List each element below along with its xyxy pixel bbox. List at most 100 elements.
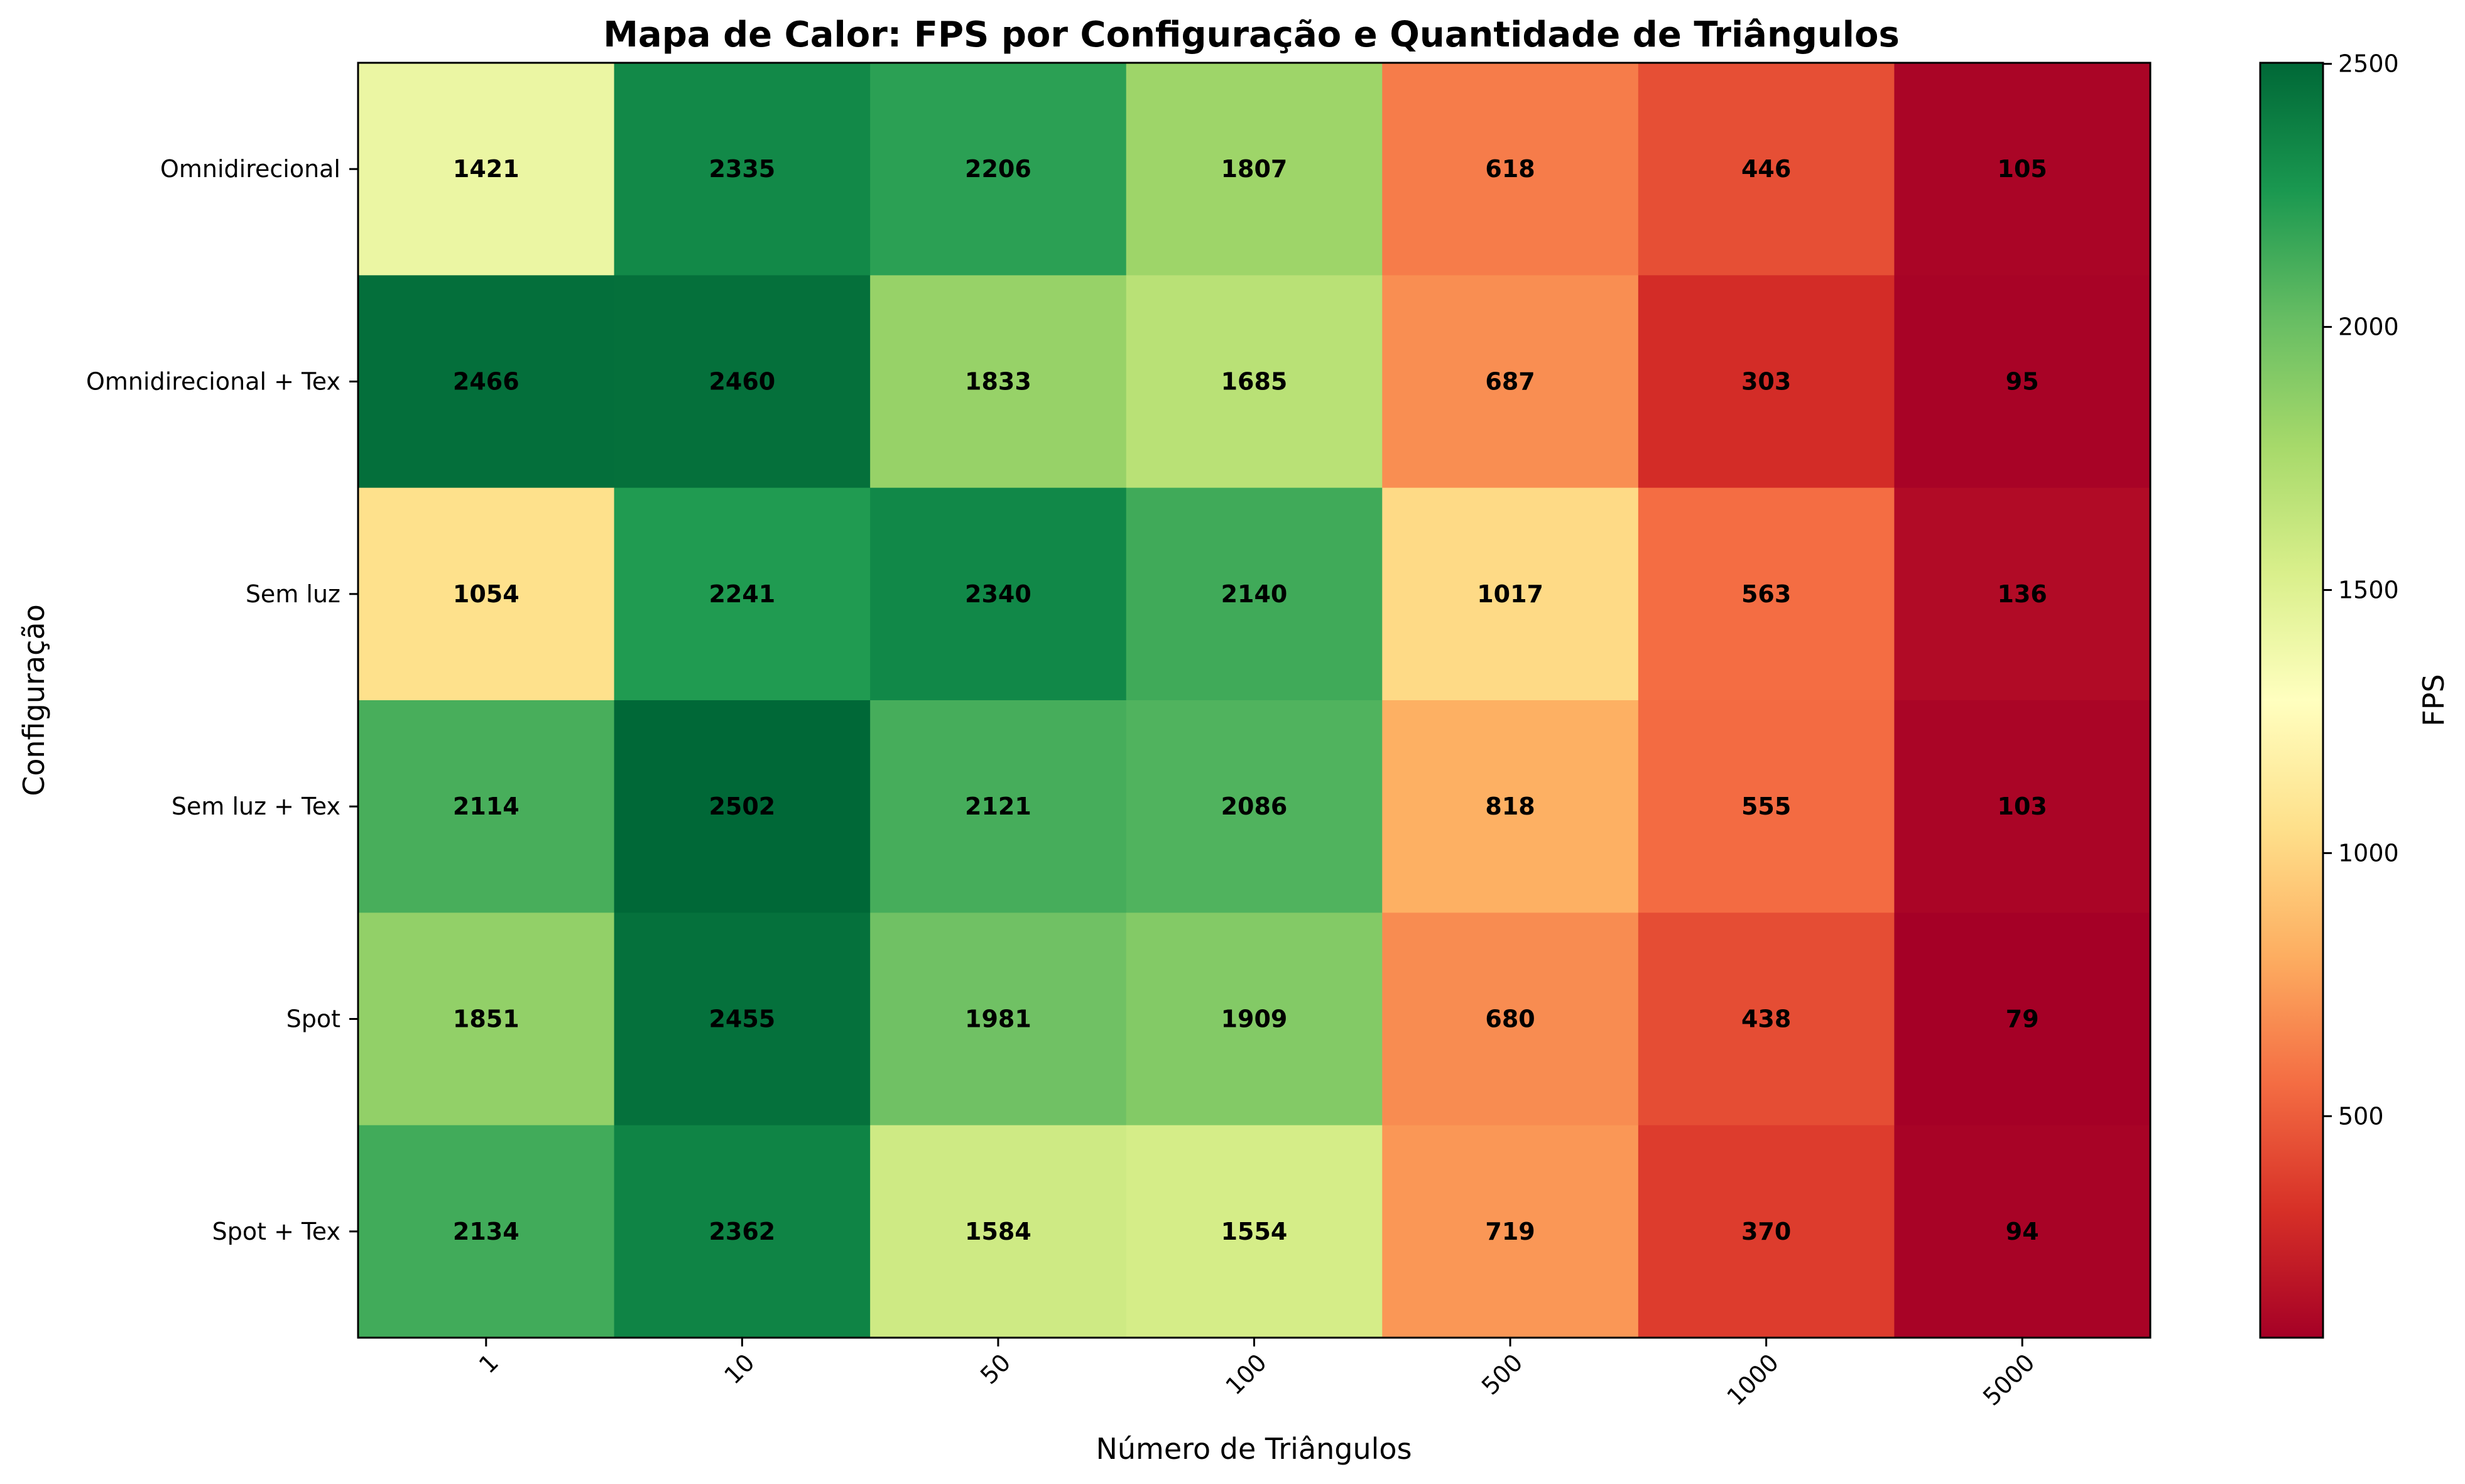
y-tick-label: Sem luz: [246, 580, 340, 608]
cell-value-label: 2340: [965, 580, 1031, 608]
heatmap-cell: [1894, 63, 2151, 276]
y-tick-label: Sem luz + Tex: [171, 793, 340, 820]
heatmap-cell: [1894, 913, 2151, 1126]
cell-value-label: 1054: [453, 580, 520, 608]
heatmap-cell: [614, 913, 871, 1126]
cell-value-label: 2362: [709, 1218, 775, 1245]
x-tick-label: 500: [1476, 1348, 1528, 1400]
heatmap-cell: [870, 700, 1127, 913]
cell-value-label: 1807: [1221, 155, 1288, 183]
heatmap-cell: [1638, 1125, 1895, 1338]
cell-value-label: 2241: [709, 580, 775, 608]
heatmap-cell: [1126, 63, 1383, 276]
cell-value-label: 2460: [709, 368, 775, 396]
colorbar-tick-label: 2500: [2338, 50, 2399, 78]
heatmap-cell: [1382, 275, 1639, 489]
heatmap-cell: [1894, 275, 2151, 489]
cell-value-label: 563: [1741, 580, 1791, 608]
cell-value-label: 1833: [965, 368, 1031, 396]
cell-value-label: 719: [1485, 1218, 1535, 1245]
heatmap-cell: [614, 700, 871, 913]
cell-value-label: 1017: [1477, 580, 1543, 608]
heatmap-cell: [870, 275, 1127, 489]
heatmap-cell: [870, 487, 1127, 701]
heatmap-cell: [1638, 63, 1895, 276]
colorbar-frame: [2259, 62, 2324, 1339]
cell-value-label: 555: [1741, 793, 1791, 820]
heatmap-cell: [1638, 487, 1895, 701]
x-axis-ticks: 1 10 50 100 500 1000 5000: [474, 1338, 2040, 1411]
cell-value-label: 2114: [453, 793, 520, 820]
heatmap-cell: [1126, 700, 1383, 913]
heatmap-cell: [870, 913, 1127, 1126]
heatmap-cell: [1382, 487, 1639, 701]
chart-title: Mapa de Calor: FPS por Configuração e Qu…: [603, 14, 1900, 55]
heatmap-cell: [1126, 1125, 1383, 1338]
y-axis-label: Configuração: [17, 604, 51, 796]
cell-value-label: 680: [1485, 1005, 1535, 1033]
heatmap-cell: [358, 275, 615, 489]
cell-value-label: 2134: [453, 1218, 520, 1245]
cell-value-label: 687: [1485, 368, 1535, 396]
cell-value-label: 2455: [709, 1005, 775, 1033]
cell-value-label: 370: [1741, 1218, 1791, 1245]
colorbar: 500 1000 1500 2000 2500 FPS: [2259, 50, 2451, 1339]
cell-value-label: 105: [1998, 155, 2047, 183]
heatmap-cell: [358, 487, 615, 701]
x-axis-label: Número de Triângulos: [1096, 1432, 1412, 1466]
x-tick-label: 50: [975, 1348, 1016, 1389]
heatmap-cell: [358, 913, 615, 1126]
cell-value-label: 103: [1998, 793, 2047, 820]
colorbar-tick-label: 1500: [2338, 576, 2399, 604]
cell-value-label: 2121: [965, 793, 1031, 820]
heatmap-cell: [614, 63, 871, 276]
cell-value-label: 79: [2006, 1005, 2039, 1033]
heatmap-cell: [614, 275, 871, 489]
heatmap-cell: [1382, 700, 1639, 913]
x-tick-label: 1: [474, 1348, 504, 1378]
cell-value-label: 438: [1741, 1005, 1791, 1033]
cell-value-label: 136: [1998, 580, 2047, 608]
x-tick-label: 5000: [1978, 1348, 2040, 1411]
cell-value-label: 2335: [709, 155, 775, 183]
y-tick-label: Omnidirecional: [160, 155, 340, 183]
heatmap-cell: [358, 63, 615, 276]
heatmap-cell: [1894, 1125, 2151, 1338]
cell-value-label: 1851: [453, 1005, 520, 1033]
cell-value-label: 2206: [965, 155, 1031, 183]
heatmap-cell: [1894, 700, 2151, 913]
cell-value-label: 2086: [1221, 793, 1288, 820]
colorbar-tick-label: 500: [2338, 1102, 2384, 1130]
y-axis-ticks: Omnidirecional Omnidirecional + Tex Sem lu…: [86, 155, 358, 1245]
heatmap-cell: [1126, 275, 1383, 489]
heatmap-cells: [358, 63, 2151, 1338]
heatmap-cell: [1894, 487, 2151, 701]
y-tick-label: Spot: [286, 1005, 340, 1033]
heatmap-cell: [614, 1125, 871, 1338]
y-tick-label: Spot + Tex: [212, 1218, 340, 1245]
cell-value-label: 2466: [453, 368, 520, 396]
heatmap-cell: [1638, 913, 1895, 1126]
colorbar-ticks: 500 1000 1500 2000 2500: [2323, 50, 2399, 1130]
heatmap-cell: [870, 1125, 1127, 1338]
cell-value-label: 1909: [1221, 1005, 1288, 1033]
cell-value-label: 94: [2006, 1218, 2039, 1245]
cell-value-label: 2502: [709, 793, 775, 820]
x-tick-label: 10: [719, 1348, 759, 1389]
cell-value-label: 2140: [1221, 580, 1288, 608]
heatmap-cell: [1382, 63, 1639, 276]
heatmap-cell: [1638, 700, 1895, 913]
heatmap-cell: [1126, 913, 1383, 1126]
y-tick-label: Omnidirecional + Tex: [86, 368, 340, 396]
cell-value-label: 1981: [965, 1005, 1031, 1033]
x-tick-label: 1000: [1722, 1348, 1785, 1411]
colorbar-label: FPS: [2417, 674, 2451, 726]
colorbar-tick-label: 1000: [2338, 839, 2399, 867]
cell-value-label: 95: [2006, 368, 2039, 396]
cell-value-label: 1685: [1221, 368, 1288, 396]
heatmap-value-labels: 1421 2335 2206 1807 618 446 105 2466 2460 1833 168…: [453, 155, 2047, 1245]
heatmap-cell: [1638, 275, 1895, 489]
cell-value-label: 1584: [965, 1218, 1031, 1245]
cell-value-label: 303: [1741, 368, 1791, 396]
